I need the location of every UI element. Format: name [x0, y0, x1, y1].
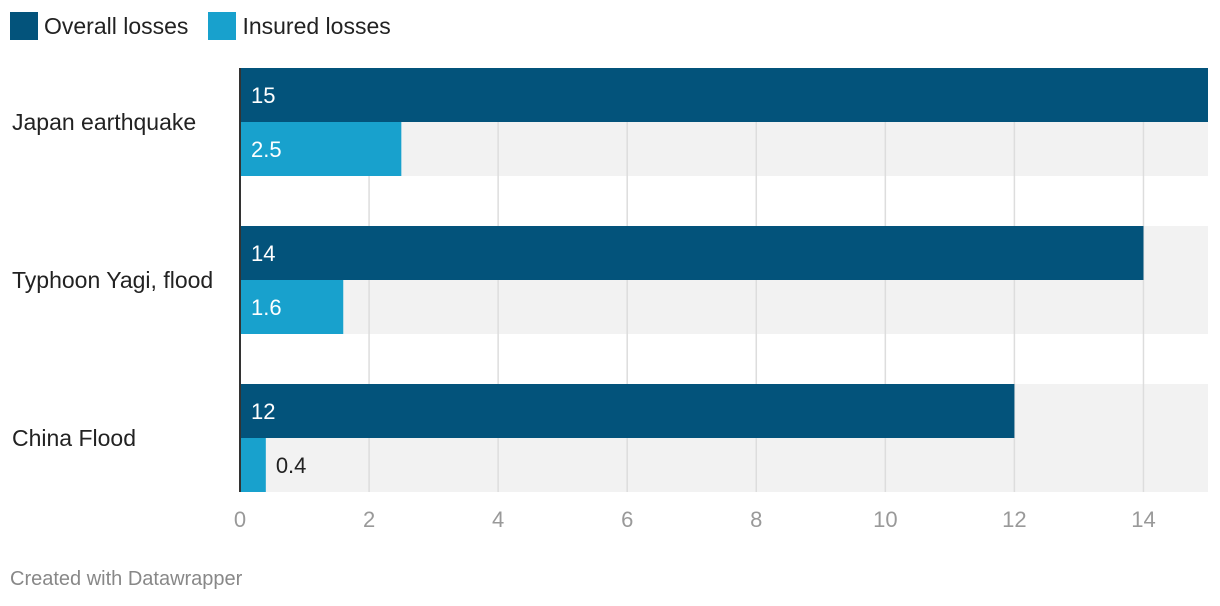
x-tick-label: 10	[873, 507, 897, 532]
bar-value-label: 1.6	[251, 295, 282, 320]
bar-background	[240, 438, 1208, 492]
legend: Overall losses Insured losses	[10, 12, 411, 40]
legend-label-overall: Overall losses	[44, 12, 189, 39]
footer-credit: Created with Datawrapper	[10, 568, 243, 590]
legend-item-insured: Insured losses	[208, 12, 391, 40]
bar	[240, 68, 1208, 122]
bar	[240, 122, 402, 176]
bar	[240, 438, 266, 492]
bar	[240, 384, 1015, 438]
x-tick-label: 14	[1131, 507, 1155, 532]
bar-value-label: 0.4	[276, 453, 307, 478]
x-tick-label: 6	[621, 507, 633, 532]
x-tick-label: 4	[492, 507, 504, 532]
legend-swatch-insured	[208, 12, 237, 40]
bar-background	[240, 122, 1208, 176]
x-tick-label: 0	[234, 507, 246, 532]
bar-value-label: 12	[251, 399, 275, 424]
bar	[240, 280, 344, 334]
bar	[240, 226, 1144, 280]
bar-value-label: 14	[251, 241, 275, 266]
category-label: China Flood	[12, 425, 136, 451]
x-tick-label: 2	[363, 507, 375, 532]
x-tick-label: 8	[750, 507, 762, 532]
legend-label-insured: Insured losses	[242, 12, 391, 39]
legend-item-overall: Overall losses	[10, 12, 188, 40]
bar-value-label: 15	[251, 83, 275, 108]
category-label: Japan earthquake	[12, 109, 196, 135]
x-tick-label: 12	[1002, 507, 1026, 532]
bar-background	[240, 280, 1208, 334]
bar-value-label: 2.5	[251, 137, 282, 162]
legend-swatch-overall	[10, 12, 38, 40]
category-label: Typhoon Yagi, flood	[12, 267, 213, 293]
